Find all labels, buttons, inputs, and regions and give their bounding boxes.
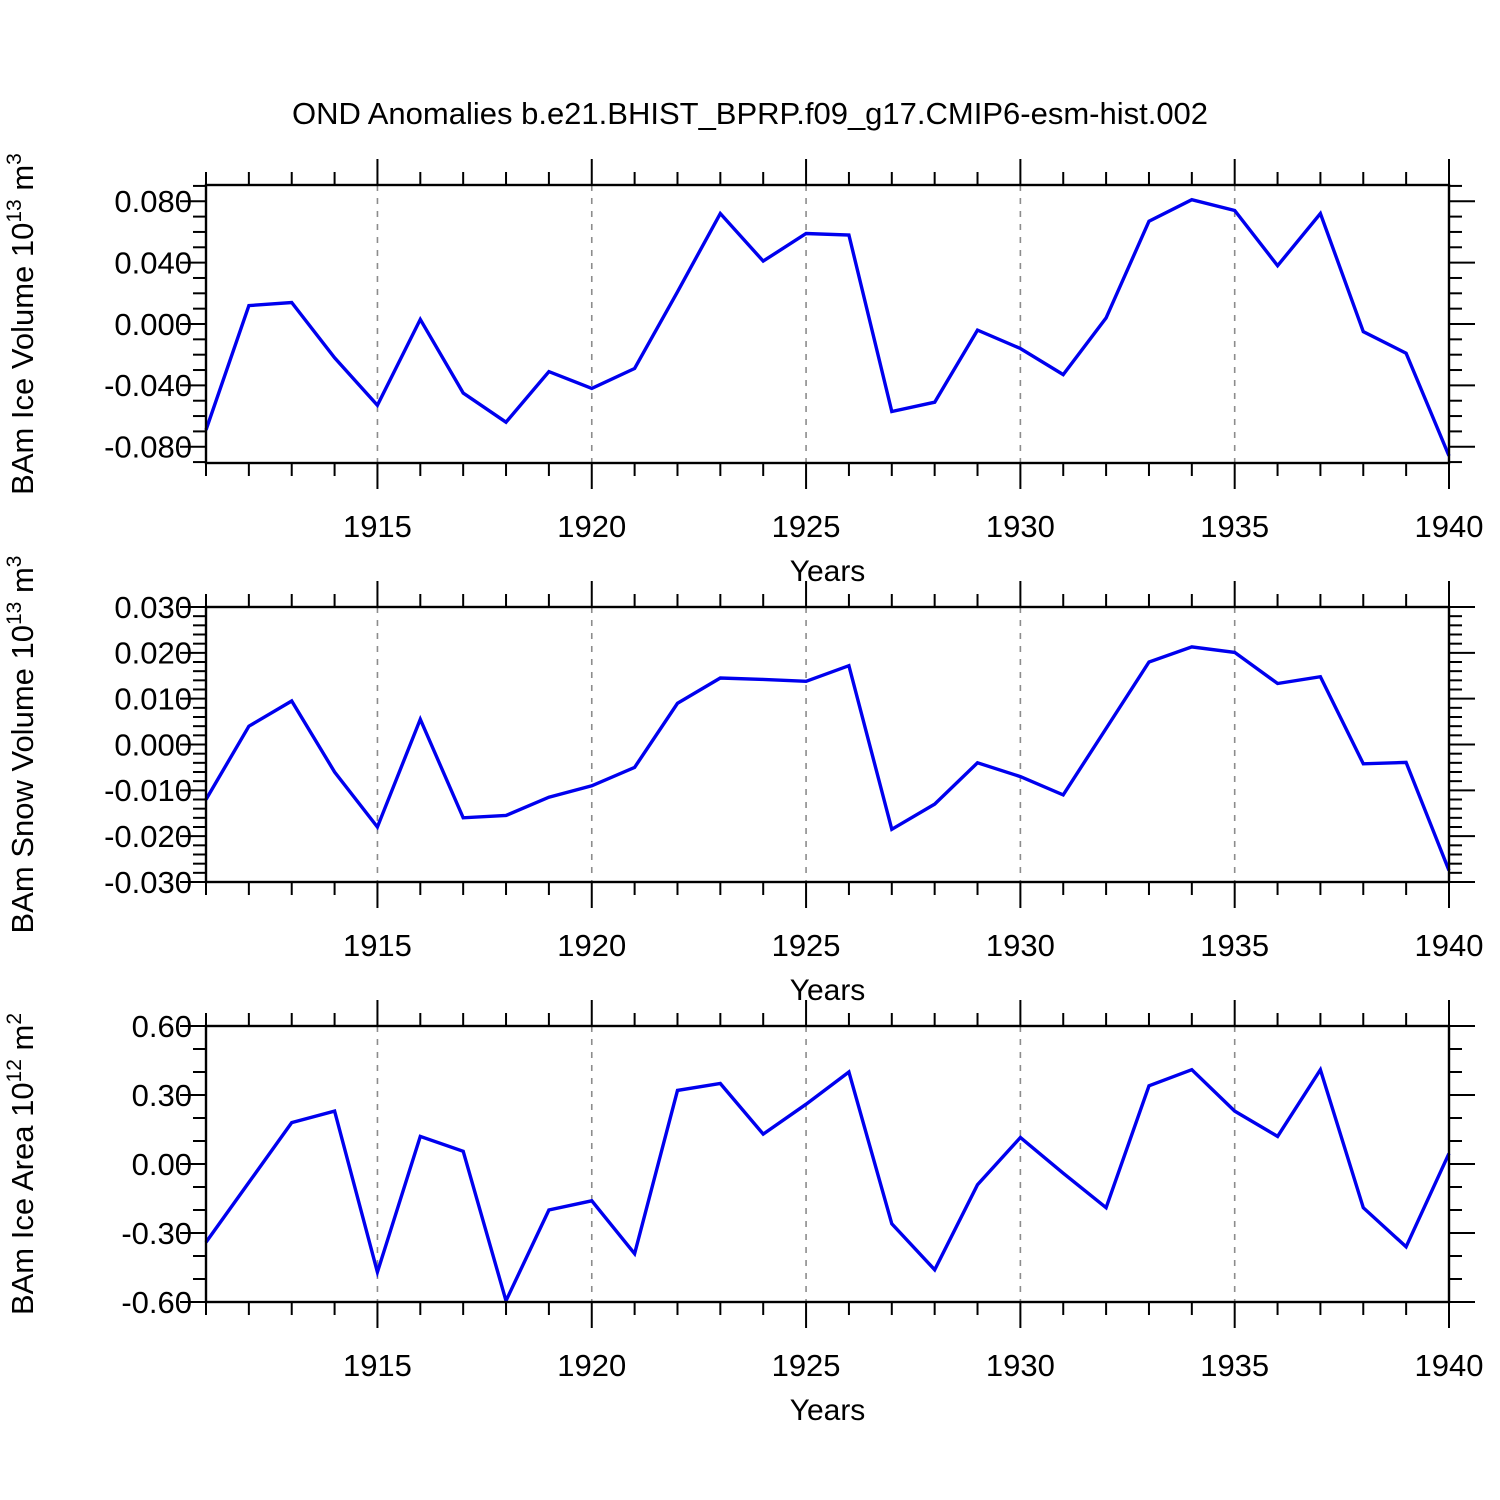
y-tick-label: 0.030 xyxy=(114,590,192,625)
y-tick-label: 0.000 xyxy=(114,307,192,342)
x-tick-label-1940: 1940 xyxy=(1415,928,1484,963)
x-tick-label-1930: 1930 xyxy=(986,1348,1055,1383)
y-axis-title: BAm Snow Volume 1013 m3 xyxy=(3,556,40,934)
x-tick-label-1935: 1935 xyxy=(1200,1348,1269,1383)
y-tick-label: -0.010 xyxy=(104,773,192,808)
y-tick-label: 0.30 xyxy=(132,1078,192,1113)
x-tick-label-1915: 1915 xyxy=(343,509,412,544)
y-tick-label: -0.60 xyxy=(121,1285,192,1320)
y-tick-label: 0.000 xyxy=(114,727,192,762)
x-tick-label-1930: 1930 xyxy=(986,928,1055,963)
x-tick-label-1935: 1935 xyxy=(1200,928,1269,963)
snow-volume-line xyxy=(204,645,1451,872)
y-tick-label: -0.30 xyxy=(121,1216,192,1251)
ice-volume-line xyxy=(204,197,1451,457)
y-tick-label: 0.080 xyxy=(114,184,192,219)
x-tick-label-1920: 1920 xyxy=(557,928,626,963)
x-axis-title: Years xyxy=(790,974,866,1007)
x-axis-title: Years xyxy=(790,555,866,588)
panel-ice-area: 1915 1920 1925 1930 1935 1940 -0.60 -0.30 0.00 0.… xyxy=(3,1000,1483,1427)
x-tick-label-1940: 1940 xyxy=(1415,1348,1484,1383)
x-tick-label-1930: 1930 xyxy=(986,509,1055,544)
y-tick-label: -0.030 xyxy=(104,865,192,900)
y-tick-label: 0.040 xyxy=(114,245,192,280)
y-tick-label: -0.080 xyxy=(104,430,192,465)
x-tick-label-1920: 1920 xyxy=(557,1348,626,1383)
plot-frame xyxy=(204,605,1451,884)
plot-frame xyxy=(204,183,1451,465)
tick-marks xyxy=(180,581,1475,908)
y-axis-title: BAm Ice Area 1012 m2 xyxy=(3,1013,40,1315)
x-tick-label-1925: 1925 xyxy=(772,509,841,544)
x-tick-label-1915: 1915 xyxy=(343,928,412,963)
x-tick-label-1920: 1920 xyxy=(557,509,626,544)
y-tick-label: 0.00 xyxy=(132,1147,192,1182)
x-tick-label-1915: 1915 xyxy=(343,1348,412,1383)
y-tick-label: 0.020 xyxy=(114,636,192,671)
panel-ice-volume: 1915 1920 1925 1930 1935 1940 -0.080 -0.040 0.00… xyxy=(3,153,1483,588)
y-tick-label: -0.020 xyxy=(104,819,192,854)
chart-title: OND Anomalies b.e21.BHIST_BPRP.f09_g17.C… xyxy=(291,96,1209,131)
y-tick-label: 0.010 xyxy=(114,682,192,717)
x-tick-label-1935: 1935 xyxy=(1200,509,1269,544)
ice-area-line xyxy=(204,1065,1451,1306)
y-tick-label: -0.040 xyxy=(104,368,192,403)
x-tick-label-1925: 1925 xyxy=(772,928,841,963)
x-tick-label-1925: 1925 xyxy=(772,1348,841,1383)
tick-marks xyxy=(180,159,1475,489)
x-axis-title: Years xyxy=(790,1394,866,1427)
tick-marks xyxy=(180,1000,1475,1328)
plot-frame xyxy=(204,1024,1451,1304)
y-axis-title: BAm Ice Volume 1013 m3 xyxy=(3,153,40,495)
panel-snow-volume: 1915 1920 1925 1930 1935 1940 -0.030 -0.020 -0.0… xyxy=(3,556,1483,1007)
y-tick-label: 0.60 xyxy=(132,1009,192,1044)
x-tick-label-1940: 1940 xyxy=(1415,509,1484,544)
